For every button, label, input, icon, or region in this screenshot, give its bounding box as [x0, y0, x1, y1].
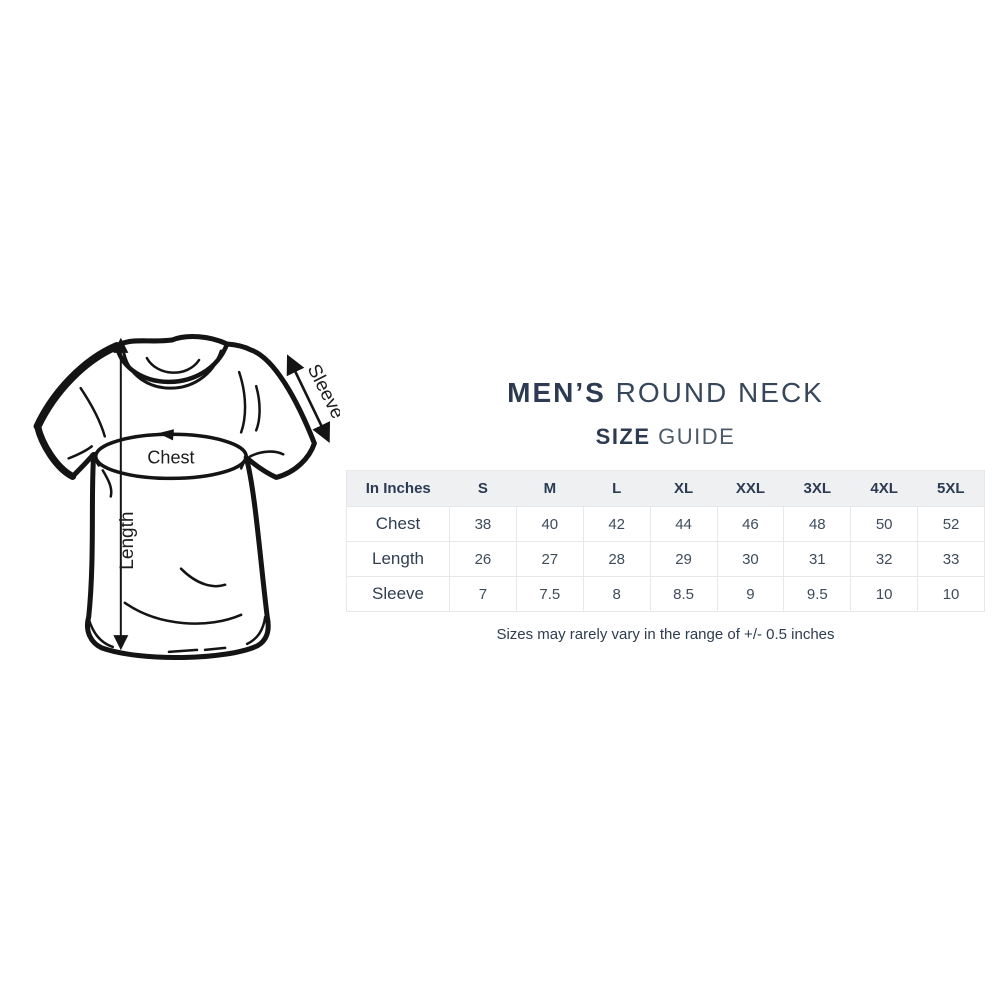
size-value-cell: 8.5	[649, 576, 718, 612]
table-row-chest: Chest 38 40 42 44 46 48 50 52	[346, 506, 985, 542]
title-bold-text: MEN’S	[507, 377, 606, 408]
length-label: Length	[117, 511, 138, 569]
size-value-cell: 42	[582, 506, 651, 542]
size-header-cell: M	[516, 470, 584, 507]
size-header-cell: L	[583, 470, 651, 507]
chest-arrowhead	[157, 429, 174, 441]
size-value-cell: 52	[917, 506, 985, 542]
size-value-cell: 30	[716, 541, 785, 577]
size-header-cell: S	[449, 470, 517, 507]
size-value-cell: 33	[917, 541, 985, 577]
size-value-cell: 28	[582, 541, 651, 577]
unit-header-cell: In Inches	[346, 470, 450, 507]
size-table-header-row: In Inches S M L XL XXL 3XL 4XL 5XL	[346, 470, 985, 507]
size-value-cell: 9.5	[783, 576, 852, 612]
size-header-cell: XL	[650, 470, 717, 507]
table-row-length: Length 26 27 28 29 30 31 32 33	[346, 541, 985, 577]
size-value-cell: 8	[582, 576, 651, 612]
sleeve-measure-arrow	[286, 354, 331, 443]
size-value-cell: 27	[515, 541, 584, 577]
page-subtitle: SIZE GUIDE	[346, 424, 985, 450]
size-value-cell: 32	[850, 541, 919, 577]
size-value-cell: 9	[716, 576, 785, 612]
size-header-cell: XXL	[717, 470, 784, 507]
size-value-cell: 46	[716, 506, 785, 542]
row-label-sleeve: Sleeve	[346, 576, 450, 612]
size-value-cell: 10	[917, 576, 985, 612]
size-value-cell: 7.5	[515, 576, 584, 612]
size-value-cell: 7	[449, 576, 517, 612]
tshirt-measurement-diagram: Length Chest Sleeve	[33, 334, 340, 661]
tshirt-outline	[33, 334, 317, 661]
size-value-cell: 10	[850, 576, 919, 612]
size-header-cell: 3XL	[783, 470, 851, 507]
size-value-cell: 26	[449, 541, 517, 577]
row-label-chest: Chest	[346, 506, 450, 542]
subtitle-light-text: GUIDE	[658, 424, 736, 449]
size-value-cell: 48	[783, 506, 852, 542]
chest-label: Chest	[147, 447, 194, 467]
size-value-cell: 38	[449, 506, 517, 542]
chest-measure-ellipse	[93, 429, 248, 481]
table-row-sleeve: Sleeve 7 7.5 8 8.5 9 9.5 10 10	[346, 576, 985, 612]
size-variance-note: Sizes may rarely vary in the range of +/…	[496, 626, 835, 643]
size-value-cell: 29	[649, 541, 718, 577]
size-value-cell: 40	[515, 506, 584, 542]
subtitle-bold-text: SIZE	[595, 424, 651, 449]
sleeve-label: Sleeve	[303, 361, 340, 422]
size-value-cell: 44	[649, 506, 718, 542]
size-table: In Inches S M L XL XXL 3XL 4XL 5XL Chest…	[346, 470, 985, 612]
title-light-text: ROUND NECK	[615, 377, 824, 408]
page-title: MEN’S ROUND NECK	[346, 377, 985, 409]
size-header-cell: 5XL	[917, 470, 985, 507]
row-label-length: Length	[346, 541, 450, 577]
size-value-cell: 50	[850, 506, 919, 542]
size-header-cell: 4XL	[850, 470, 918, 507]
size-value-cell: 31	[783, 541, 852, 577]
